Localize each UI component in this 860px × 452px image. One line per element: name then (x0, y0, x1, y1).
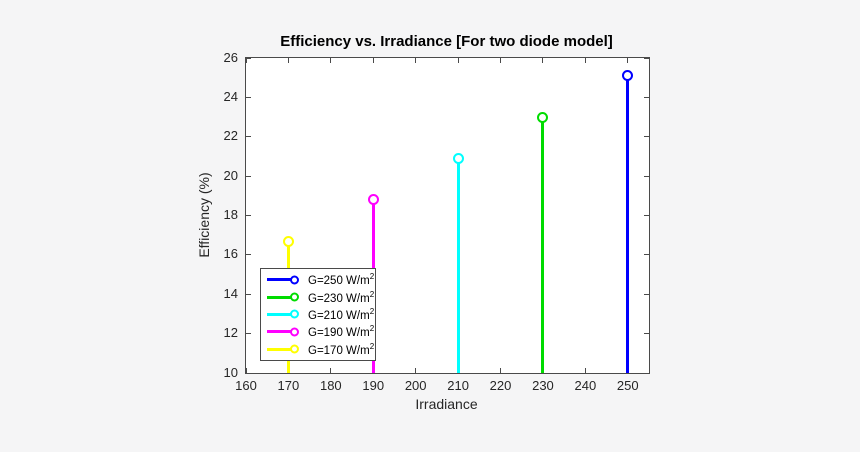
legend-item: G=210 W/m2 (267, 307, 375, 322)
y-tick-mark-right (644, 293, 649, 295)
y-tick-label: 12 (223, 325, 238, 341)
stem-marker (282, 235, 294, 247)
y-tick-mark-right (644, 136, 649, 138)
chart-title: Efficiency vs. Irradiance [For two diode… (280, 33, 613, 50)
y-tick-mark (246, 57, 251, 59)
y-tick-mark-right (644, 372, 649, 374)
legend-label: G=210 W/m2 (308, 307, 375, 322)
x-tick-label: 190 (362, 378, 385, 393)
y-tick-mark (246, 96, 251, 98)
x-tick-mark (584, 368, 586, 373)
x-tick-label: 180 (319, 378, 342, 393)
x-tick-label: 230 (532, 378, 554, 393)
legend-line-sample (267, 275, 299, 285)
legend-item: G=170 W/m2 (267, 342, 375, 357)
y-tick-mark-right (644, 254, 649, 256)
stem-line (541, 117, 545, 373)
y-tick-mark-right (644, 215, 649, 216)
y-tick-mark-right (644, 57, 649, 59)
stem-marker (622, 70, 634, 82)
legend-item: G=250 W/m2 (267, 272, 375, 287)
y-tick-label: 20 (223, 167, 238, 183)
x-tick-mark-top (245, 58, 247, 63)
y-tick-label: 26 (223, 49, 238, 65)
y-tick-label: 22 (223, 128, 238, 144)
x-tick-mark-top (457, 58, 459, 63)
x-axis-label: Irradiance (415, 396, 478, 412)
y-tick-label: 10 (223, 364, 238, 380)
legend-line-sample (267, 344, 299, 354)
legend-marker-icon (290, 327, 299, 337)
x-tick-mark (330, 368, 332, 373)
x-tick-mark (245, 368, 247, 373)
legend-marker-icon (290, 309, 299, 319)
y-tick-mark-right (644, 96, 649, 98)
legend-marker-icon (290, 344, 299, 354)
y-tick-mark-right (644, 333, 649, 335)
legend: G=250 W/m2 G=230 W/m2 G=210 W/m2 G=190 W/m2… (260, 268, 376, 361)
y-tick-mark (246, 215, 251, 216)
stem-marker (452, 152, 464, 164)
x-tick-label: 210 (447, 378, 469, 393)
x-tick-mark-top (627, 58, 629, 63)
x-tick-label: 170 (277, 378, 300, 393)
y-tick-mark (246, 254, 251, 256)
legend-line-sample (267, 309, 299, 319)
y-tick-mark (246, 293, 251, 295)
x-tick-label: 160 (235, 378, 257, 393)
legend-label: G=250 W/m2 (308, 272, 375, 288)
x-tick-label: 220 (489, 378, 512, 393)
stem-line (626, 75, 630, 373)
legend-label: G=170 W/m2 (308, 341, 375, 357)
x-tick-mark-top (330, 58, 332, 63)
legend-item: G=190 W/m2 (267, 324, 375, 339)
legend-marker-icon (290, 292, 299, 302)
y-tick-label: 18 (223, 207, 238, 222)
y-tick-mark (246, 333, 251, 335)
legend-item: G=230 W/m2 (267, 290, 375, 305)
y-tick-label: 24 (223, 88, 238, 104)
legend-marker-icon (290, 275, 299, 285)
x-tick-mark (500, 368, 502, 373)
legend-line-sample (267, 327, 299, 337)
y-tick-mark (246, 372, 251, 374)
legend-label: G=230 W/m2 (308, 289, 375, 305)
x-tick-mark (415, 368, 417, 373)
y-tick-mark-right (644, 175, 649, 177)
y-tick-label: 16 (223, 246, 238, 262)
y-tick-label: 14 (223, 285, 238, 301)
x-tick-mark-top (287, 58, 289, 63)
stem-marker (537, 111, 549, 123)
x-tick-label: 250 (616, 378, 639, 393)
legend-line-sample (267, 292, 299, 302)
stem-marker (367, 194, 379, 206)
x-tick-mark-top (542, 58, 544, 63)
y-tick-mark (246, 136, 251, 138)
legend-label: G=190 W/m2 (308, 324, 375, 340)
x-tick-mark-top (415, 58, 417, 63)
y-tick-mark (246, 175, 251, 177)
stem-line (456, 158, 460, 373)
x-tick-mark-top (584, 58, 586, 63)
x-tick-label: 200 (404, 378, 427, 393)
x-tick-mark-top (500, 58, 502, 63)
x-tick-mark-top (372, 58, 374, 63)
x-tick-label: 240 (574, 378, 597, 393)
